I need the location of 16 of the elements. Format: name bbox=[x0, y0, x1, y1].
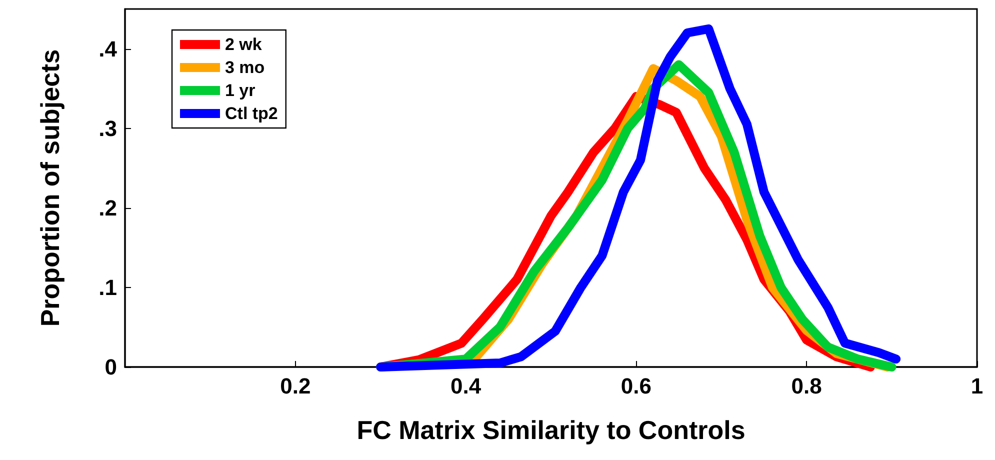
x-tick-label: 0.4 bbox=[450, 374, 482, 398]
x-tick-label: 0.8 bbox=[791, 374, 822, 398]
legend-label: 2 wk bbox=[225, 35, 262, 54]
x-tick-label: 0.2 bbox=[280, 374, 311, 398]
x-axis-title: FC Matrix Similarity to Controls bbox=[356, 415, 746, 445]
legend-label: 3 mo bbox=[225, 58, 265, 77]
y-axis-title: Proportion of subjects bbox=[35, 49, 65, 327]
y-tick-label: .4 bbox=[98, 36, 118, 62]
legend-label: 1 yr bbox=[225, 81, 256, 100]
x-tick-label: 1 bbox=[970, 374, 984, 398]
y-tick-label: .2 bbox=[98, 195, 117, 220]
y-tick-label: .1 bbox=[98, 274, 117, 300]
y-tick-label: 0 bbox=[104, 354, 117, 380]
legend-label: Ctl tp2 bbox=[225, 104, 278, 123]
y-tick-label: .3 bbox=[98, 116, 117, 141]
x-tick-label: 0.6 bbox=[620, 374, 652, 398]
